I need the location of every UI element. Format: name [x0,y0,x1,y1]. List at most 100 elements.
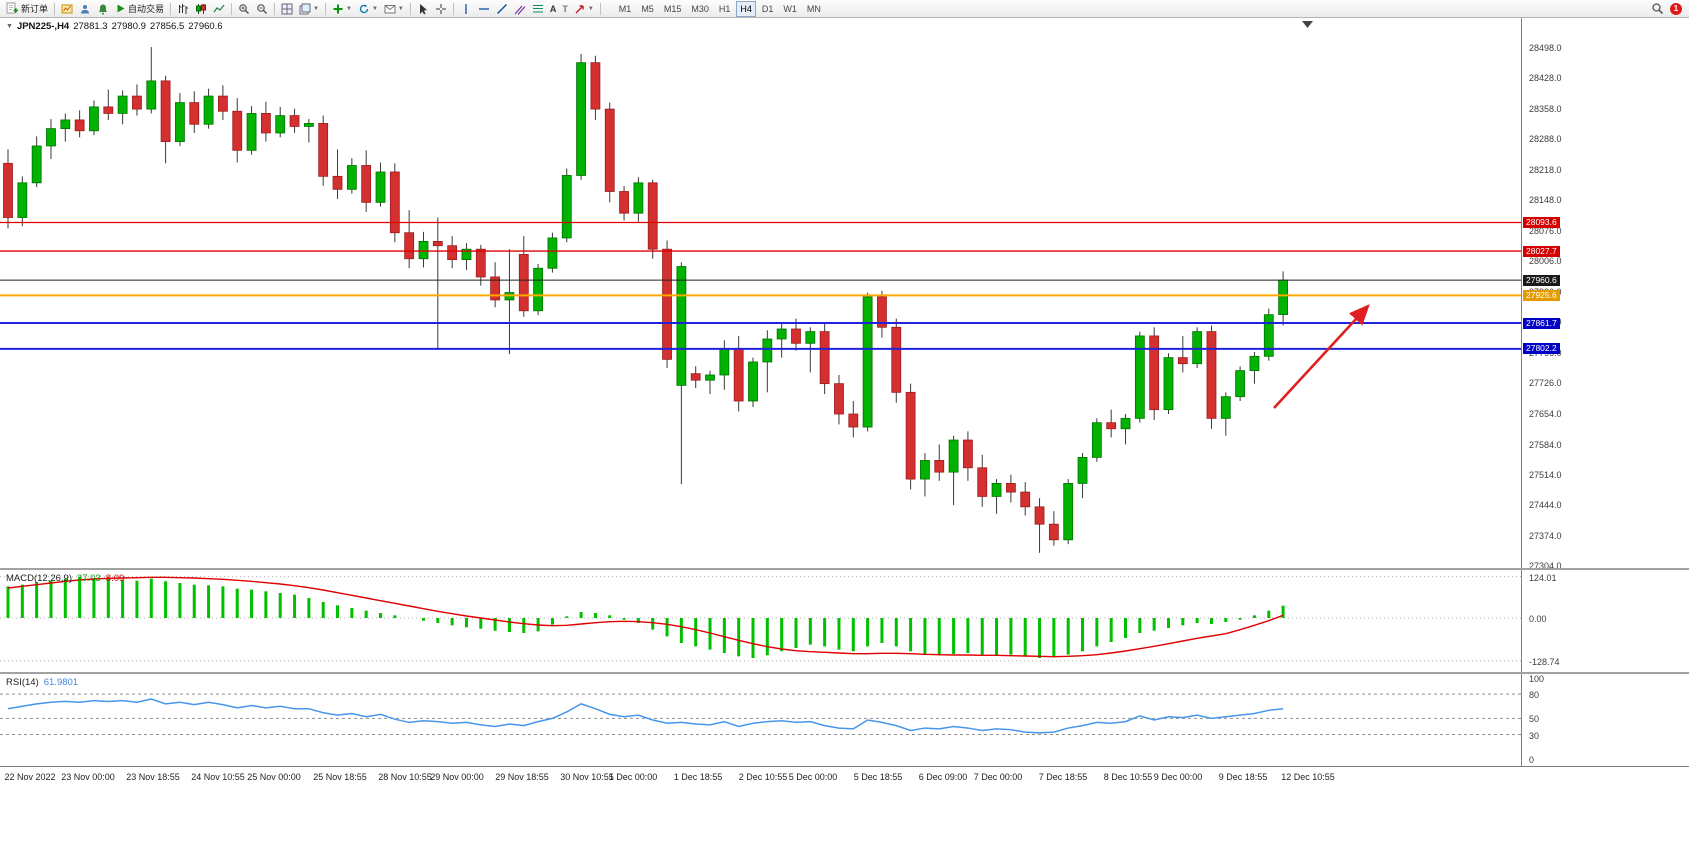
price-tag: 28027.7 [1523,245,1560,257]
dropdown-arrow: ▼ [345,5,352,12]
macd-signal-value: 8.09 [105,573,125,584]
templates-button[interactable]: ▼ [381,0,407,18]
time-axis-label: 22 Nov 2022 [4,772,56,782]
bar-chart-button[interactable] [174,0,192,18]
separator [324,2,326,15]
main-chart[interactable] [0,18,1521,568]
macd-pane[interactable] [0,570,1521,672]
timeframe-mn-button[interactable]: MN [806,3,821,14]
label-tool-button[interactable]: T [559,0,571,18]
price-axis-label: 27304.0 [1529,560,1562,571]
rsi-axis-label: 50 [1529,714,1540,725]
time-axis[interactable]: 22 Nov 2022 23 Nov 00:00 23 Nov 18:55 24 No… [0,766,1689,793]
profile-icon [81,4,90,13]
tile-windows-button[interactable] [278,0,296,18]
cascade-windows-icon [299,3,311,14]
time-axis-label: 7 Dec 18:55 [1038,772,1088,782]
charts-button[interactable] [58,0,76,18]
separator [274,2,276,15]
candlestick-chart-button[interactable] [192,0,210,18]
add-indicator-button[interactable]: ▼ [329,0,355,18]
cycle-timeframes-button[interactable]: ▼ [355,0,381,18]
time-axis-label: 6 Dec 09:00 [918,772,968,782]
zoom-in-icon [239,3,250,14]
ohlc-close: 27960.6 [188,21,223,32]
timeframe-w1-button[interactable]: W1 [783,3,797,14]
price-axis-label: 28076.0 [1529,226,1562,237]
ohlc-open: 27881.3 [73,21,108,32]
autotrade-label: 自动交易 [128,4,165,14]
vertical-line-tool-button[interactable] [457,0,475,18]
trendline-tool-button[interactable] [493,0,511,18]
alerts-button[interactable] [94,0,112,18]
time-axis-label: 5 Dec 00:00 [788,772,838,782]
rsi-axis-label: 30 [1529,730,1540,741]
separator [409,2,411,15]
search-icon[interactable] [1651,2,1664,15]
timeframe-m30-button[interactable]: M30 [691,3,709,14]
macd-name: MACD(12,26,9) [6,573,72,584]
ohlc-high: 27980.9 [111,21,146,32]
price-axis-label: 27514.0 [1529,469,1562,480]
time-axis-label: 25 Nov 18:55 [313,772,367,782]
arrows-tool-button[interactable]: ▼ [571,0,597,18]
fibonacci-tool-button[interactable] [529,0,547,18]
timeframe-m15-button[interactable]: M15 [663,3,682,14]
fibonacci-icon [532,4,543,13]
candlesticks [3,47,1289,553]
arrange-windows-button[interactable]: ▼ [296,0,322,18]
timeframe-m5-button[interactable]: M5 [641,3,654,14]
time-axis-label: 23 Nov 00:00 [61,772,115,782]
price-axis[interactable]: 28498.0 28428.0 28358.0 28288.0 28218.0 28148… [1521,18,1689,766]
separator [452,2,454,15]
rsi-axis-label: 80 [1529,690,1540,701]
symbol-timeframe-label: JPN225-,H4 [16,21,70,32]
price-axis-label: 27444.0 [1529,500,1562,511]
notifications-badge[interactable]: 1 [1670,2,1682,15]
rsi-pane[interactable] [0,674,1521,766]
time-axis-label: 28 Nov 10:55 [378,772,432,782]
macd-label: MACD(12,26,9) 37.03 8.09 [6,573,124,584]
timeframe-h1-button[interactable]: H1 [718,3,731,14]
macd-histogram [6,576,1285,658]
time-axis-label: 7 Dec 00:00 [973,772,1023,782]
arrow-annotation[interactable] [1273,304,1370,409]
rsi-name: RSI(14) [6,677,39,688]
pane-splitter[interactable] [0,568,1689,570]
price-axis-label: 28148.0 [1529,194,1562,205]
horizontal-level-lines[interactable] [0,221,1521,350]
autotrade-button[interactable]: 自动交易 [112,0,167,18]
text-tool-label: A [549,3,557,14]
timeframe-d1-button[interactable]: D1 [761,3,774,14]
price-axis-label: 27654.0 [1529,409,1562,420]
time-axis-label: 1 Dec 00:00 [608,772,658,782]
line-chart-button[interactable] [210,0,228,18]
chart-header: ▼ JPN225-,H4 27881.3 27980.9 27856.5 279… [6,21,223,32]
channel-icon [514,5,526,15]
time-axis-label: 9 Dec 18:55 [1218,772,1268,782]
channel-tool-button[interactable] [511,0,529,18]
zoom-in-button[interactable] [235,0,253,18]
crosshair-tool-button[interactable] [432,0,450,18]
cursor-tool-button[interactable] [414,0,432,18]
price-axis-label: 27726.0 [1529,377,1562,388]
timeframe-m1-button[interactable]: M1 [618,3,632,14]
chart-shift-marker[interactable] [1302,21,1313,28]
one-click-trading-toggle[interactable]: ▼ [6,23,13,30]
text-tool-button[interactable]: A [547,0,560,18]
horizontal-line-tool-button[interactable] [475,0,493,18]
separator [599,2,601,15]
macd-axis-label: -128.74 [1529,656,1560,667]
timeframe-h4-button[interactable]: H4 [736,0,756,17]
time-axis-label: 2 Dec 10:55 [738,772,788,782]
zoom-out-button[interactable] [253,0,271,18]
pane-splitter[interactable] [0,672,1689,674]
profiles-button[interactable] [76,0,94,18]
trendline-icon [496,3,507,14]
price-axis-label: 28006.0 [1529,256,1562,267]
new-order-button[interactable]: 新订单 [3,0,51,18]
time-axis-label: 5 Dec 18:55 [853,772,903,782]
price-axis-label: 28428.0 [1529,73,1562,84]
rsi-axis-label: 0 [1529,754,1535,765]
toolbar-right: 1 [1651,2,1686,15]
